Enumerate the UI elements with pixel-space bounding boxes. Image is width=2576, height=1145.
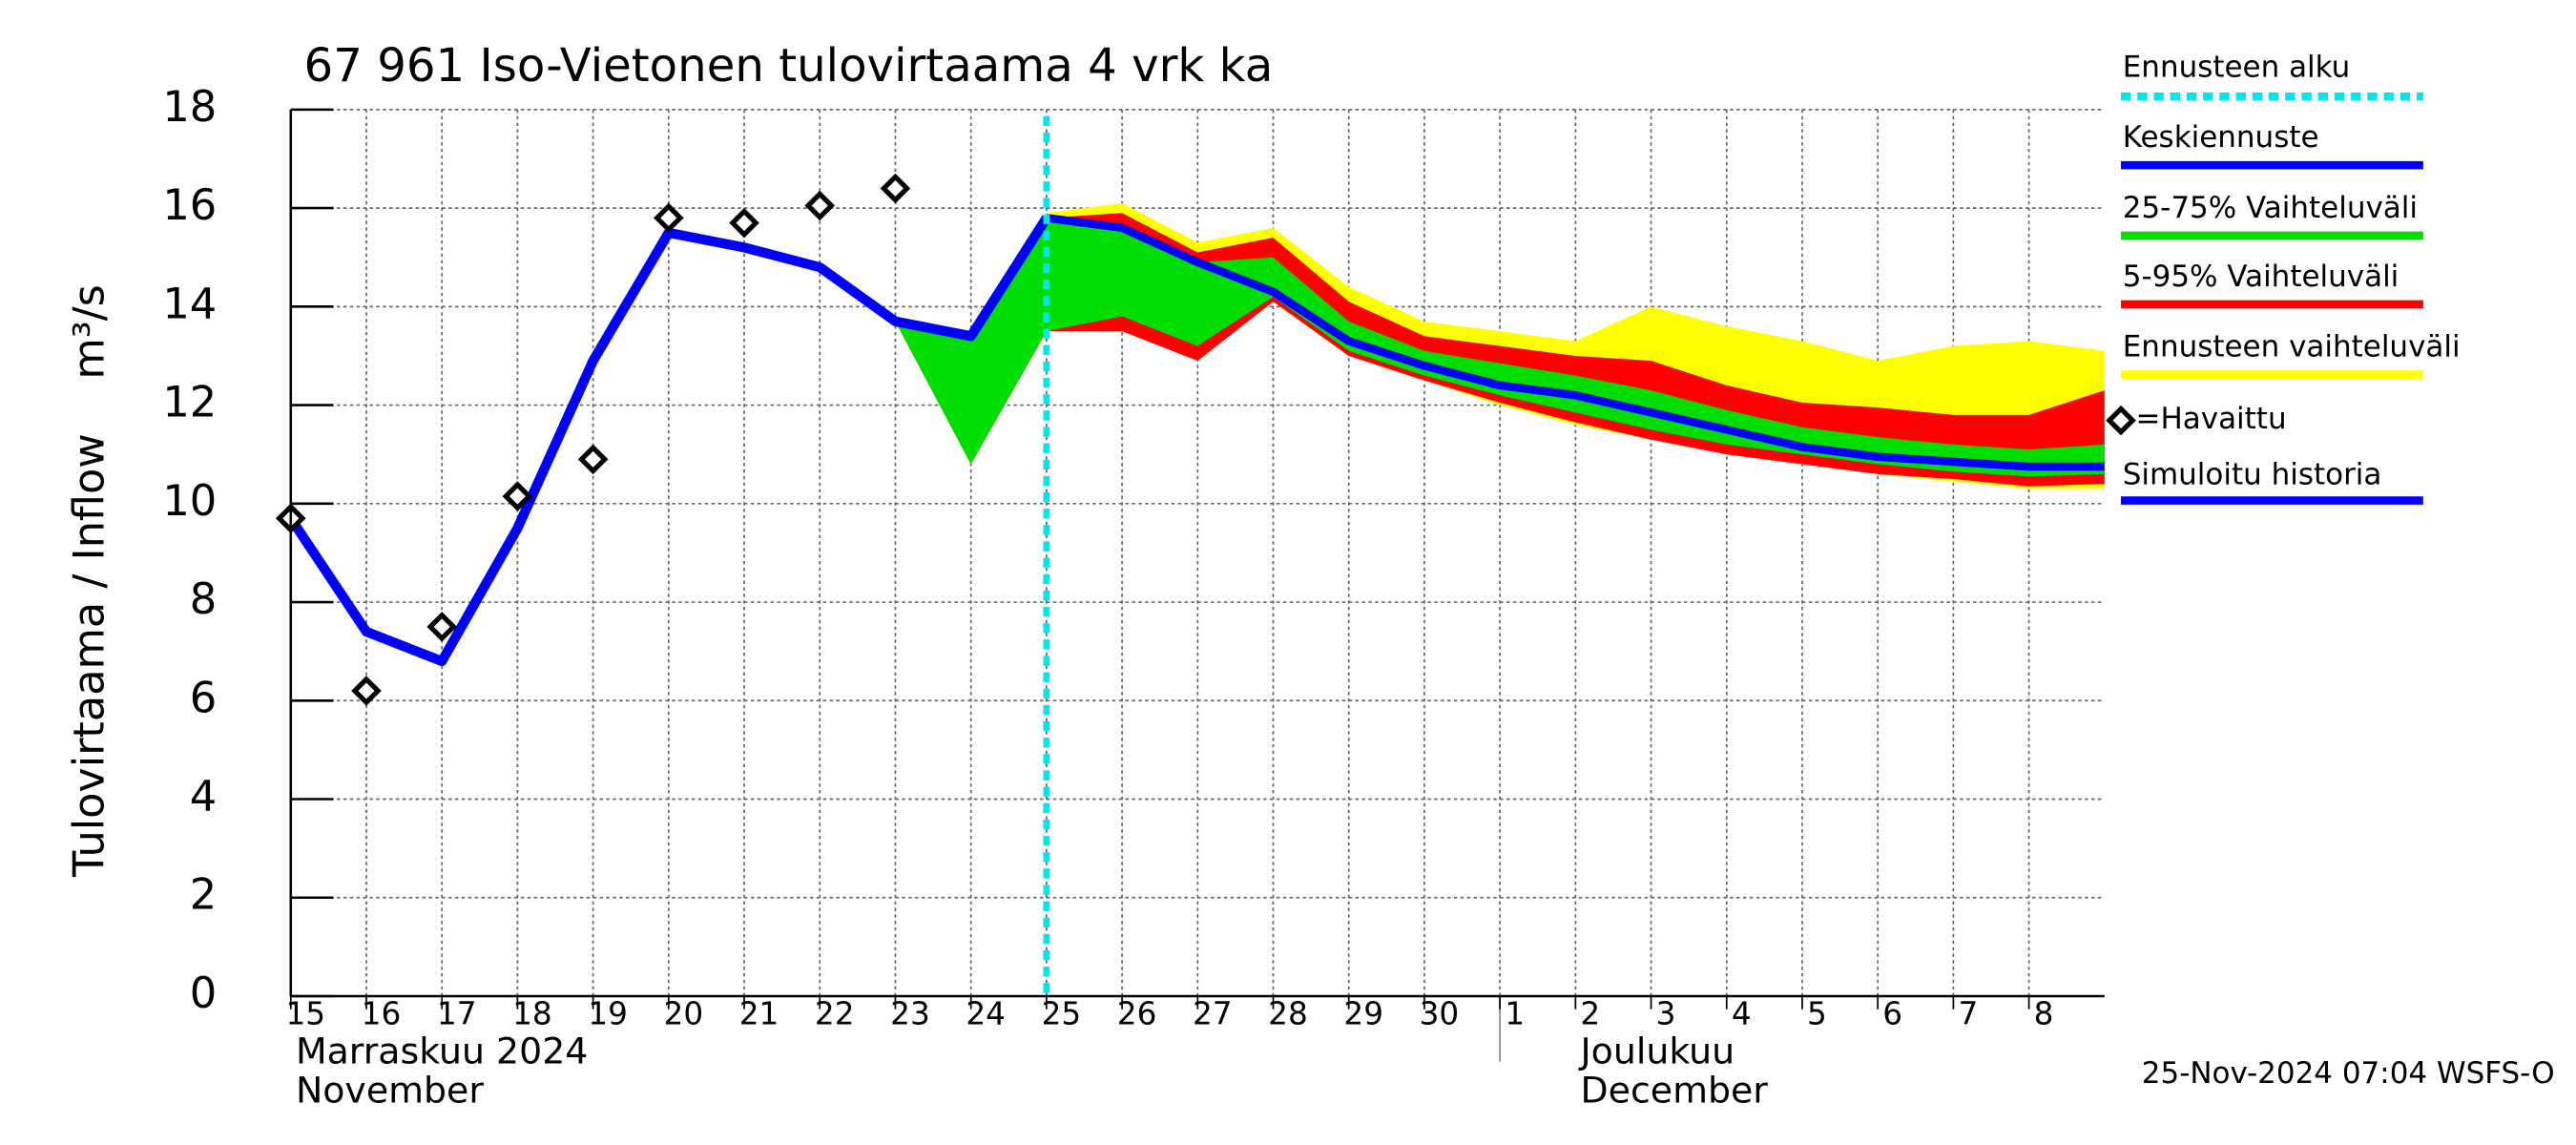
- x-tick-label: 8: [2034, 996, 2054, 1032]
- observed-point: [351, 676, 382, 706]
- y-tick-label: 8: [190, 574, 217, 624]
- line: [1046, 214, 2105, 471]
- x-tick-label: 28: [1268, 996, 1308, 1032]
- x-tick-label: 1: [1505, 996, 1525, 1032]
- month-label: Joulukuu: [1579, 1030, 1735, 1072]
- x-tick-label: 19: [588, 996, 628, 1032]
- x-tick-label: 15: [285, 996, 325, 1032]
- month-label: Marraskuu 2024: [296, 1030, 588, 1072]
- legend-label: Ennusteen alku: [2123, 51, 2351, 85]
- x-tick-label: 5: [1807, 996, 1827, 1032]
- x-tick-label: 26: [1117, 996, 1157, 1032]
- x-tick-label: 27: [1193, 996, 1233, 1032]
- chart-title: 67 961 Iso-Vietonen tulovirtaama 4 vrk k…: [304, 39, 1274, 93]
- x-tick-label: 7: [1958, 996, 1978, 1032]
- y-tick-label: 12: [162, 378, 217, 427]
- observed-point: [804, 190, 836, 221]
- y-tick-label: 2: [190, 870, 217, 920]
- x-tick-label: 16: [362, 996, 402, 1032]
- x-tick-label: 21: [739, 996, 779, 1032]
- x-tick-label: 22: [815, 996, 855, 1032]
- x-tick-label: 4: [1732, 996, 1752, 1032]
- observed-point: [577, 444, 609, 475]
- x-tick-label: 17: [437, 996, 477, 1032]
- y-tick-label: 4: [190, 772, 217, 822]
- x-tick-label: 29: [1343, 996, 1383, 1032]
- y-tick-label: 16: [162, 180, 217, 230]
- band: [895, 218, 2105, 477]
- observed-point: [654, 202, 684, 234]
- footer: 25-Nov-2024 07:04 WSFS-O: [2142, 1056, 2555, 1091]
- x-tick-label: 18: [512, 996, 552, 1032]
- x-tick-label: 24: [966, 996, 1006, 1032]
- x-tick-label: 30: [1420, 996, 1460, 1032]
- legend-label: 25-75% Vaihteluväli: [2123, 191, 2418, 225]
- observed-point: [880, 173, 911, 204]
- legend-label: =Havaittu: [2136, 402, 2287, 436]
- month-label: November: [296, 1070, 484, 1112]
- observed-point: [426, 612, 458, 642]
- legend-label: Keskiennuste: [2123, 120, 2319, 155]
- legend-label: 5-95% Vaihteluväli: [2123, 260, 2399, 294]
- x-tick-label: 20: [664, 996, 704, 1032]
- observed-point: [502, 481, 533, 511]
- x-tick-label: 2: [1580, 996, 1600, 1032]
- legend-swatch: [2106, 405, 2136, 436]
- legend-label: Simuloitu historia: [2123, 457, 2382, 491]
- y-tick-label: 10: [162, 476, 217, 526]
- y-tick-label: 14: [162, 279, 217, 328]
- y-tick-label: 18: [162, 82, 217, 132]
- x-tick-label: 25: [1042, 996, 1082, 1032]
- legend-label: Ennusteen vaihteluväli: [2123, 330, 2461, 364]
- x-tick-label: 23: [890, 996, 930, 1032]
- y-tick-label: 0: [190, 968, 217, 1018]
- y-tick-label: 6: [190, 673, 217, 722]
- x-tick-label: 6: [1882, 996, 1902, 1032]
- observed-point: [729, 207, 759, 239]
- month-label: December: [1581, 1070, 1769, 1112]
- x-tick-label: 3: [1656, 996, 1676, 1032]
- y-axis-label: Tulovirtaama / Inflow m³/s: [64, 284, 114, 878]
